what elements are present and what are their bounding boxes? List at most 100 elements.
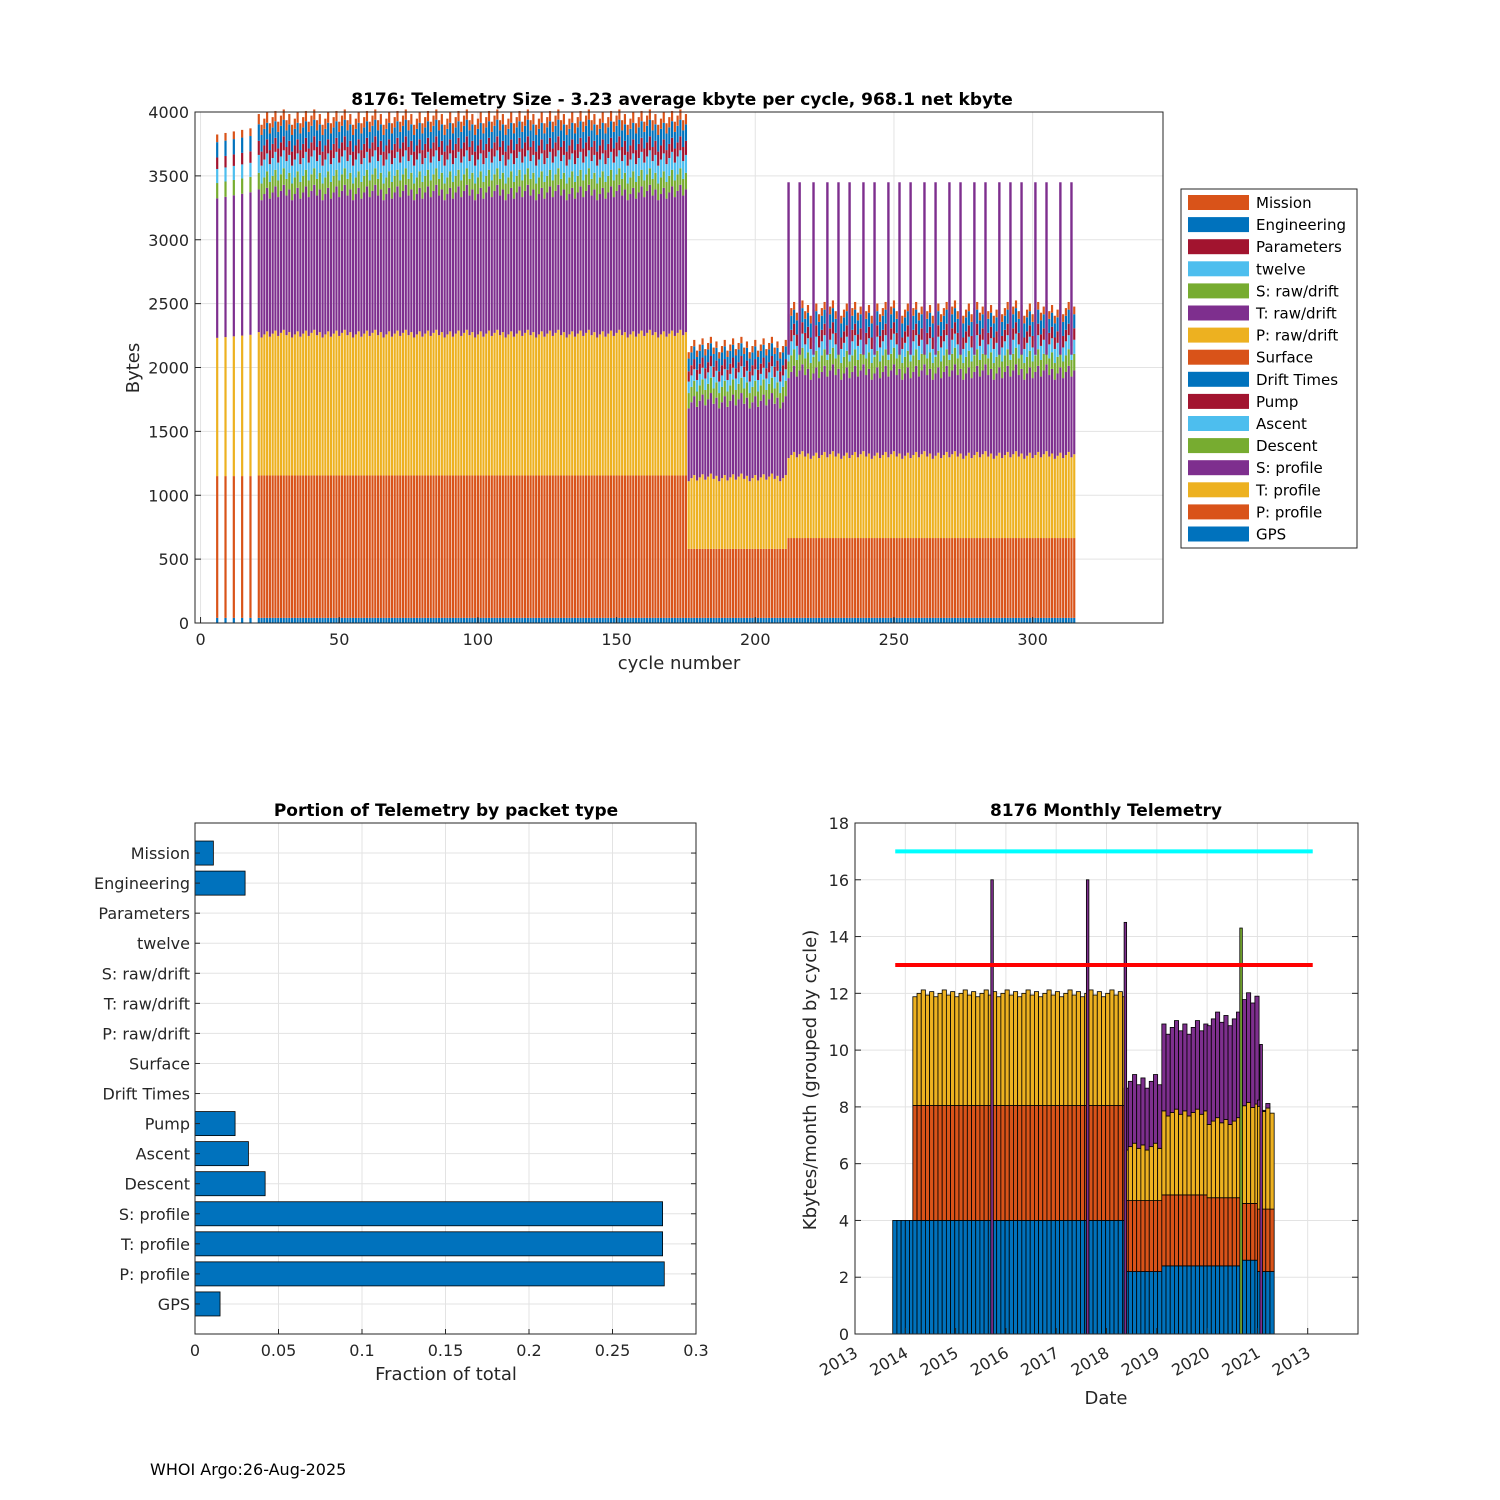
bar-segment xyxy=(335,110,338,122)
bar-segment xyxy=(964,342,968,357)
bar-segment xyxy=(1039,376,1043,458)
bar-segment xyxy=(698,363,701,374)
bar-segment xyxy=(829,353,832,371)
bar-segment xyxy=(1034,538,1037,618)
monthly-bar-segment xyxy=(1088,989,1094,1106)
bar-segment xyxy=(604,617,607,623)
bar-segment xyxy=(806,326,810,339)
bar-segment xyxy=(557,329,560,476)
bar-segment xyxy=(795,457,798,539)
bar-segment xyxy=(493,142,496,157)
bar-segment xyxy=(551,121,554,132)
bar-segment xyxy=(515,175,518,193)
monthly-spike xyxy=(990,879,994,1335)
bar-segment xyxy=(745,397,749,476)
bar-segment xyxy=(487,186,491,331)
bar-segment xyxy=(354,194,357,335)
bar-segment xyxy=(698,617,701,623)
bar-segment xyxy=(1006,349,1009,366)
bar-segment xyxy=(870,348,873,364)
bar-segment xyxy=(399,180,402,198)
bar-segment xyxy=(867,538,871,618)
bar-segment xyxy=(560,161,563,179)
bar-segment xyxy=(460,162,463,181)
bar-segment xyxy=(848,361,851,379)
bar-segment xyxy=(338,180,341,198)
bar-segment xyxy=(842,342,846,357)
bar-segment xyxy=(781,402,785,479)
bar-segment xyxy=(903,342,907,357)
monthly-bar-segment xyxy=(1000,992,1006,1106)
bar-segment xyxy=(479,617,482,623)
bar-segment xyxy=(879,378,882,459)
bar-segment xyxy=(266,171,269,188)
bar-segment xyxy=(540,171,543,188)
bar-segment xyxy=(440,475,443,618)
bar-segment xyxy=(335,186,338,331)
monthly-bar-segment xyxy=(1132,1271,1138,1335)
bar-segment xyxy=(937,325,940,337)
bar-segment xyxy=(942,308,945,316)
bar-segment xyxy=(842,317,846,332)
bar-segment xyxy=(734,548,737,618)
bar-segment xyxy=(285,335,288,476)
bar-segment xyxy=(315,130,319,148)
bar-segment xyxy=(1048,456,1051,539)
bar-segment xyxy=(490,617,493,623)
bar-segment xyxy=(912,538,915,618)
bar-segment xyxy=(302,143,305,158)
bar-segment xyxy=(673,475,676,618)
bar-segment xyxy=(748,371,751,382)
bar-segment xyxy=(266,112,269,123)
bar-segment xyxy=(715,548,718,618)
bar-segment xyxy=(496,329,499,476)
bar-segment xyxy=(679,184,682,330)
bar-segment xyxy=(809,323,812,338)
bar-segment xyxy=(365,475,369,618)
monthly-bar-segment xyxy=(1013,991,1019,1106)
monthly-bar-segment xyxy=(945,994,951,1106)
bar-segment xyxy=(1012,370,1015,455)
bar-segment xyxy=(754,475,757,549)
bar-segment xyxy=(432,617,435,623)
bar-segment xyxy=(501,332,504,476)
bar-segment xyxy=(654,140,657,155)
bar-segment xyxy=(1042,538,1045,618)
bar-segment xyxy=(892,300,896,309)
bar-segment xyxy=(817,378,821,459)
bar-segment xyxy=(632,122,635,140)
bar-segment xyxy=(643,148,646,163)
bar-segment xyxy=(424,117,427,128)
monthly-bar-segment xyxy=(1088,1220,1094,1335)
bar-segment xyxy=(1037,309,1040,324)
bar-segment xyxy=(266,187,269,332)
bar-segment xyxy=(579,110,582,122)
bar-segment xyxy=(360,475,363,618)
bar-segment xyxy=(1034,355,1037,372)
bar-segment xyxy=(1067,617,1070,623)
bar-segment xyxy=(684,189,688,333)
bar-segment xyxy=(376,195,380,336)
bar-segment xyxy=(801,300,804,309)
bar-segment xyxy=(970,617,973,623)
bar-segment xyxy=(390,336,394,476)
bar-segment xyxy=(1039,334,1043,346)
bar-segment xyxy=(1039,617,1043,623)
bar-segment xyxy=(585,617,588,623)
bar-segment xyxy=(768,349,771,363)
bar-segment xyxy=(460,180,463,198)
monthly-bar-segment xyxy=(1215,1011,1221,1119)
bar-segment xyxy=(884,538,887,618)
bar-segment xyxy=(765,378,768,390)
bar-segment xyxy=(820,455,823,539)
legend-label: S: raw/drift xyxy=(1256,282,1339,300)
bar-segment xyxy=(701,474,704,549)
bar-segment xyxy=(1073,617,1076,623)
bar-segment xyxy=(374,168,377,185)
bar-segment xyxy=(551,148,554,163)
bar-segment xyxy=(679,617,682,623)
bar-segment xyxy=(1003,538,1006,618)
bar-segment xyxy=(1070,376,1073,458)
bar-segment xyxy=(790,315,793,330)
bar-segment xyxy=(809,538,812,618)
